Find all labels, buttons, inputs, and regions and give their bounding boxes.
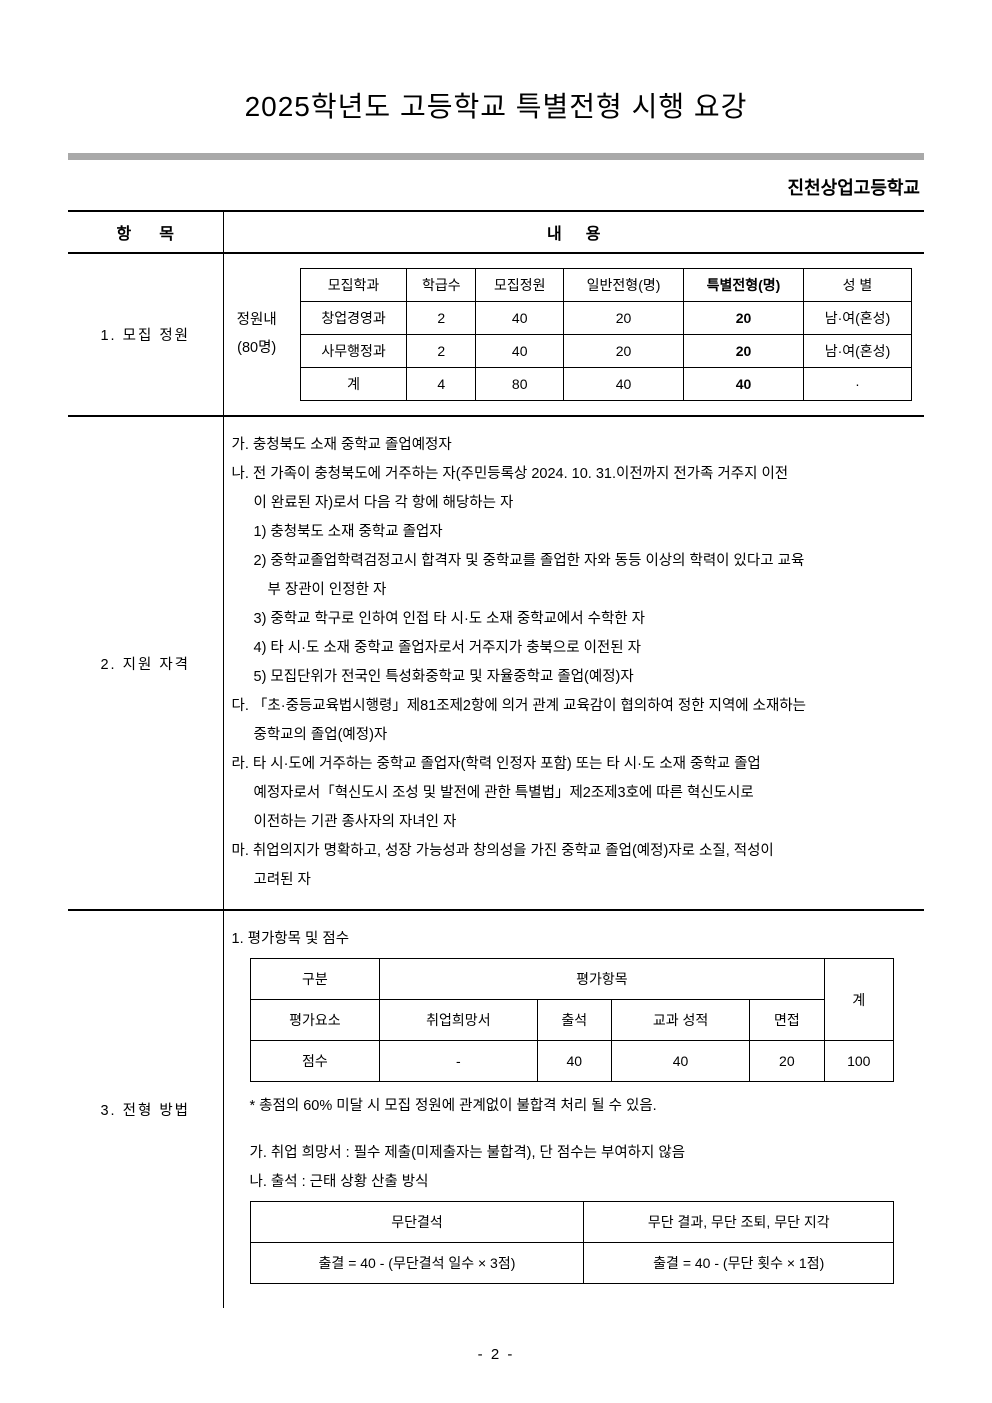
qual-line-8: 5) 모집단위가 전국인 특성화중학교 및 자율중학교 졸업(예정)자 [232,663,913,692]
section-3-row: 3. 전형 방법 1. 평가항목 및 점수 구분 평가항목 계 평가요소 취업희… [68,910,924,1308]
qr2c0: 계 [300,368,406,401]
qual-line-10: 중학교의 졸업(예정)자 [232,721,913,750]
section-3-label: 3. 전형 방법 [68,910,223,1308]
att-f2: 출결 = 40 - (무단 횟수 × 1점) [584,1243,894,1284]
qr1c2: 40 [476,335,564,368]
qr1c3: 20 [564,335,684,368]
qr2c4: 40 [684,368,804,401]
section-2-label: 2. 지원 자격 [68,416,223,910]
main-table: 항목 내용 1. 모집 정원 정원내 (80명) 모집학과 학급수 모집정원 [68,210,924,1308]
qr1c0: 사무행정과 [300,335,406,368]
qual-line-5: 부 장관이 인정한 자 [232,576,913,605]
section-1-row: 1. 모집 정원 정원내 (80명) 모집학과 학급수 모집정원 일반전형(명)… [68,253,924,416]
header-col1: 항목 [68,211,223,253]
eval-row-1: 구분 평가항목 계 [250,959,894,1000]
page-title: 2025학년도 고등학교 특별전형 시행 요강 [68,85,924,125]
att-h1: 무단결석 [250,1202,584,1243]
header-col2: 내용 [223,211,924,253]
qual-line-7: 4) 타 시·도 소재 중학교 졸업자로서 거주지가 충북으로 이전된 자 [232,634,913,663]
qualification-list: 가. 충청북도 소재 중학교 졸업예정자나. 전 가족이 충청북도에 거주하는 … [232,431,913,895]
qh-2: 모집정원 [476,269,564,302]
qr1c4: 20 [684,335,804,368]
er1c2: 평가항목 [380,959,824,1000]
er1c3: 계 [824,959,893,1041]
er2c0: 평가요소 [250,1000,380,1041]
att-f1: 출결 = 40 - (무단결석 일수 × 3점) [250,1243,584,1284]
qh-4: 특별전형(명) [684,269,804,302]
section-1-label: 1. 모집 정원 [68,253,223,416]
qr0c2: 40 [476,302,564,335]
eval-row-2: 평가요소 취업희망서 출석 교과 성적 면접 [250,1000,894,1041]
er1c1: 구분 [250,959,380,1000]
qual-line-15: 고려된 자 [232,866,913,895]
title-divider [68,153,924,160]
quota-row-2: 계 4 80 40 40 · [300,368,911,401]
section-2-row: 2. 지원 자격 가. 충청북도 소재 중학교 졸업예정자나. 전 가족이 충청… [68,416,924,910]
eval-row-3: 점수 - 40 40 20 100 [250,1041,894,1082]
attendance-table: 무단결석 무단 결과, 무단 조퇴, 무단 지각 출결 = 40 - (무단결석… [250,1201,895,1284]
section-1-content: 정원내 (80명) 모집학과 학급수 모집정원 일반전형(명) 특별전형(명) … [223,253,924,416]
quota-table: 모집학과 학급수 모집정원 일반전형(명) 특별전형(명) 성 별 창업경영과 … [300,268,912,401]
qr2c1: 4 [407,368,476,401]
er3c1: - [380,1041,537,1082]
er3c5: 100 [824,1041,893,1082]
er3c0: 점수 [250,1041,380,1082]
qual-line-0: 가. 충청북도 소재 중학교 졸업예정자 [232,431,913,460]
qr2c3: 40 [564,368,684,401]
qr0c0: 창업경영과 [300,302,406,335]
quota-cap-line2: (80명) [237,340,276,356]
er3c4: 20 [750,1041,825,1082]
header-row: 항목 내용 [68,211,924,253]
qual-line-13: 이전하는 기관 종사자의 자녀인 자 [232,808,913,837]
qr2c2: 80 [476,368,564,401]
qr0c1: 2 [407,302,476,335]
er2c1: 취업희망서 [380,1000,537,1041]
er2c4: 면접 [750,1000,825,1041]
quota-caption: 정원내 (80명) [232,307,282,362]
section-2-content: 가. 충청북도 소재 중학교 졸업예정자나. 전 가족이 충청북도에 거주하는 … [223,416,924,910]
method-line-b: 나. 출석 : 근태 상황 산출 방식 [232,1168,913,1197]
quota-cap-line1: 정원내 [237,312,277,328]
qh-0: 모집학과 [300,269,406,302]
att-row-2: 출결 = 40 - (무단결석 일수 × 3점) 출결 = 40 - (무단 횟… [250,1243,894,1284]
eval-heading: 1. 평가항목 및 점수 [232,925,913,954]
qr0c5: 남·여(혼성) [803,302,911,335]
qual-line-12: 예정자로서「혁신도시 조성 및 발전에 관한 특별법」제2조제3호에 따른 혁신… [232,779,913,808]
qual-line-2: 이 완료된 자)로서 다음 각 항에 해당하는 자 [232,489,913,518]
qual-line-11: 라. 타 시·도에 거주하는 중학교 졸업자(학력 인정자 포함) 또는 타 시… [232,750,913,779]
quota-row-0: 창업경영과 2 40 20 20 남·여(혼성) [300,302,911,335]
qr0c3: 20 [564,302,684,335]
qh-5: 성 별 [803,269,911,302]
qh-1: 학급수 [407,269,476,302]
qual-line-9: 다. 「초·중등교육법시행령」제81조제2항에 의거 관계 교육감이 협의하여 … [232,692,913,721]
att-h2: 무단 결과, 무단 조퇴, 무단 지각 [584,1202,894,1243]
quota-row-1: 사무행정과 2 40 20 20 남·여(혼성) [300,335,911,368]
qr2c5: · [803,368,911,401]
qh-3: 일반전형(명) [564,269,684,302]
qr0c4: 20 [684,302,804,335]
qr1c5: 남·여(혼성) [803,335,911,368]
section-3-content: 1. 평가항목 및 점수 구분 평가항목 계 평가요소 취업희망서 출석 교과 … [223,910,924,1308]
qual-line-4: 2) 중학교졸업학력검정고시 합격자 및 중학교를 졸업한 자와 동등 이상의 … [232,547,913,576]
eval-note: * 총점의 60% 미달 시 모집 정원에 관계없이 불합격 처리 될 수 있음… [232,1092,913,1121]
er3c2: 40 [537,1041,612,1082]
er2c2: 출석 [537,1000,612,1041]
qual-line-6: 3) 중학교 학구로 인하여 인접 타 시·도 소재 중학교에서 수학한 자 [232,605,913,634]
page-number: - 2 - [0,1346,992,1363]
er2c3: 교과 성적 [612,1000,750,1041]
qual-line-14: 마. 취업의지가 명확하고, 성장 가능성과 창의성을 가진 중학교 졸업(예정… [232,837,913,866]
qr1c1: 2 [407,335,476,368]
qual-line-1: 나. 전 가족이 충청북도에 거주하는 자(주민등록상 2024. 10. 31… [232,460,913,489]
method-line-a: 가. 취업 희망서 : 필수 제출(미제출자는 불합격), 단 점수는 부여하지… [232,1139,913,1168]
qual-line-3: 1) 충청북도 소재 중학교 졸업자 [232,518,913,547]
quota-header-row: 모집학과 학급수 모집정원 일반전형(명) 특별전형(명) 성 별 [300,269,911,302]
eval-table: 구분 평가항목 계 평가요소 취업희망서 출석 교과 성적 면접 점수 [250,958,895,1082]
school-name: 진천상업고등학교 [68,174,924,200]
er3c3: 40 [612,1041,750,1082]
att-row-1: 무단결석 무단 결과, 무단 조퇴, 무단 지각 [250,1202,894,1243]
